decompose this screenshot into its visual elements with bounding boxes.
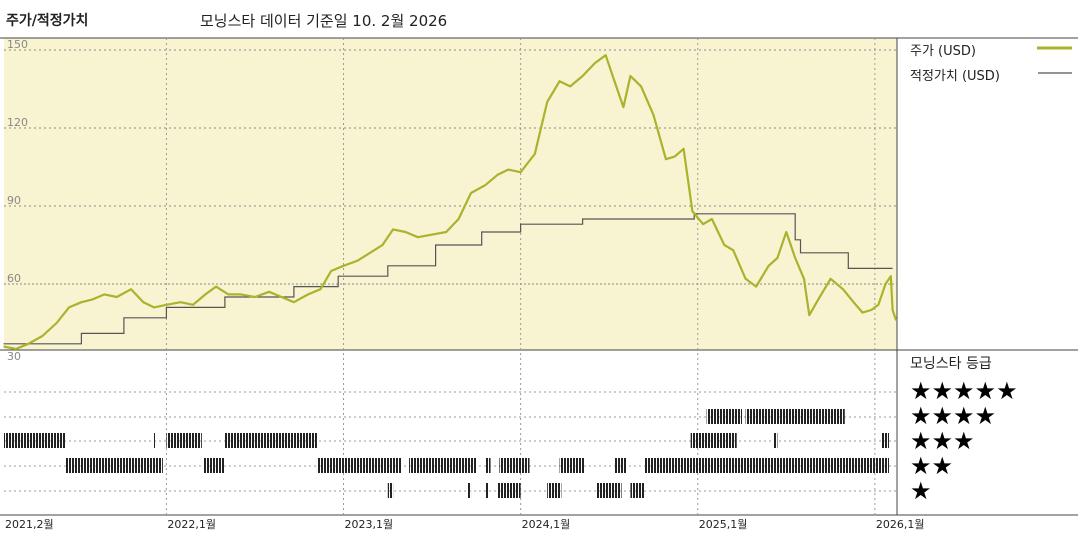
rating-bar (387, 483, 394, 498)
legend-price-label: 주가 (USD) (910, 44, 976, 59)
rating-1-star: ★ (910, 477, 932, 505)
rating-bar (559, 458, 585, 473)
rating-bar (690, 433, 737, 448)
rating-bar (630, 483, 645, 498)
x-tick-label: 2025,1월 (699, 518, 748, 531)
rating-bar (409, 458, 477, 473)
x-tick-label: 2024,1월 (522, 518, 571, 531)
y-tick-label: 30 (7, 350, 21, 363)
rating-bar (881, 433, 889, 448)
x-tick-label: 2023,1월 (345, 518, 394, 531)
rating-bar (497, 483, 521, 498)
y-tick-label: 120 (7, 116, 28, 129)
y-tick-label: 60 (7, 272, 21, 285)
chart-title: 주가/적정가치 (6, 13, 89, 29)
rating-bar (773, 433, 778, 448)
rating-2-stars: ★★ (910, 452, 954, 480)
rating-bar (745, 409, 845, 424)
rating-bar (316, 458, 402, 473)
rating-bar (499, 458, 530, 473)
rating-bar (596, 483, 622, 498)
rating-bar (4, 433, 66, 448)
rating-bar (653, 458, 691, 473)
fair-value-line (3, 213, 893, 345)
x-tick-label: 2026,1월 (876, 518, 925, 531)
rating-bar (485, 483, 489, 498)
x-tick-label: 2022,1월 (167, 518, 216, 531)
rating-bar (485, 458, 491, 473)
rating-bar (614, 458, 627, 473)
y-tick-label: 150 (7, 38, 28, 51)
rating-4-stars: ★★★★ (910, 402, 997, 430)
rating-bar (224, 433, 317, 448)
rating-bar (547, 483, 562, 498)
rating-title: 모닝스타 등급 (910, 356, 992, 372)
rating-bar (166, 433, 202, 448)
rating-bar (467, 483, 472, 498)
rating-bar (644, 458, 889, 473)
rating-bar (203, 458, 225, 473)
plot-area (4, 38, 897, 350)
rating-3-stars: ★★★ (910, 427, 975, 455)
price-line (3, 54, 898, 351)
rating-5-stars: ★★★★★ (910, 377, 1018, 405)
x-tick-label: 2021,2월 (5, 518, 54, 531)
legend-fair-value-label: 적정가치 (USD) (910, 69, 1000, 84)
rating-bar (154, 433, 157, 448)
y-tick-label: 90 (7, 194, 21, 207)
rating-bar (65, 458, 163, 473)
chart-subtitle: 모닝스타 데이터 기준일 10. 2월 2026 (200, 12, 448, 30)
rating-bar (706, 409, 743, 424)
